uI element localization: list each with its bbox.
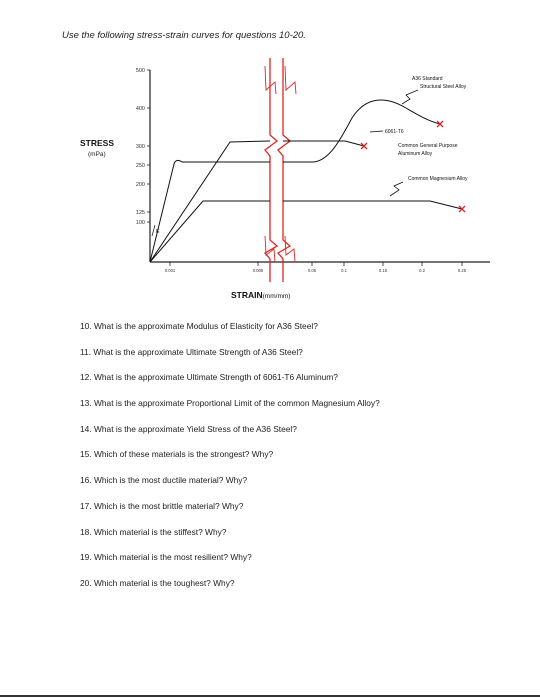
series-label-a36: Structural Steel Alloy xyxy=(420,84,467,90)
question-item: 17. Which is the most brittle material? … xyxy=(80,500,244,511)
y-tick-label: 125 xyxy=(136,210,145,216)
y-tick-label: 200 xyxy=(136,182,145,188)
y-axis-label: STRESS xyxy=(80,138,114,148)
x-tick-label: 0.001 xyxy=(165,268,176,273)
question-item: 18. Which material is the stiffest? Why? xyxy=(80,526,227,537)
axis-break-bottom-zigzag xyxy=(264,235,276,263)
x-tick-label: 0.25 xyxy=(458,268,467,273)
x-tick-label: 0.1 xyxy=(341,268,347,273)
modulus-label: E xyxy=(156,229,160,235)
question-list: 10. What is the approximate Modulus of E… xyxy=(80,320,380,603)
question-item: 16. Which is the most ductile material? … xyxy=(80,475,248,486)
x-axis-label-unit: (mm/mm) xyxy=(263,293,291,300)
x-axis-label: STRAIN(mm/mm) xyxy=(231,290,290,300)
leader-6061 xyxy=(369,130,384,133)
x-axis-label-main: STRAIN xyxy=(231,290,263,300)
stress-strain-chart: 500 400 300 250 200 125 100 STRESS (mPa)… xyxy=(80,58,490,300)
series-label-a36: A36 Standard xyxy=(412,76,443,82)
x-tick-marks xyxy=(169,262,463,266)
instruction-text: Use the following stress-strain curves f… xyxy=(62,30,306,41)
series-line-a36-steel xyxy=(149,99,441,263)
page-bottom-rule xyxy=(0,695,540,697)
leader-a36 xyxy=(401,89,419,105)
y-tick-label: 400 xyxy=(136,106,145,112)
y-tick-label: 300 xyxy=(136,144,145,150)
axis-break-top-zigzag xyxy=(264,65,277,95)
axis-break-top-zigzag xyxy=(284,65,297,95)
axis-break-left xyxy=(264,58,279,282)
series-line-6061-aluminum xyxy=(149,140,365,263)
modulus-angle-marker xyxy=(151,224,156,237)
x-tick-label: 0.005 xyxy=(253,268,264,273)
x-tick-label: 0.15 xyxy=(379,268,388,273)
series-label-magnesium: Common Magnesium Alloy xyxy=(408,176,468,182)
question-item: 19. Which material is the most resilient… xyxy=(80,552,252,563)
question-item: 13. What is the approximate Proportional… xyxy=(80,398,380,409)
question-item: 20. Which material is the toughest? Why? xyxy=(80,577,235,588)
x-tick-label: 0.05 xyxy=(308,268,317,273)
question-item: 11. What is the approximate Ultimate Str… xyxy=(80,346,303,357)
question-item: 10. What is the approximate Modulus of E… xyxy=(80,321,318,331)
series-label-6061: Aluminum Alloy xyxy=(398,151,433,157)
series-line-magnesium xyxy=(149,200,463,263)
question-item: 12. What is the approximate Ultimate Str… xyxy=(80,372,338,383)
series-label-6061: 6061-T6 xyxy=(385,129,404,135)
fracture-marker-magnesium xyxy=(458,205,466,213)
x-tick-label: 0.2 xyxy=(419,268,425,273)
fracture-marker-a36 xyxy=(436,120,444,128)
y-tick-marks xyxy=(147,69,150,223)
question-item: 14. What is the approximate Yield Stress… xyxy=(80,423,297,434)
y-axis-unit: (mPa) xyxy=(88,151,106,158)
axis-break-right xyxy=(277,58,292,282)
leader-magnesium xyxy=(389,181,404,197)
question-item: 15. Which of these materials is the stro… xyxy=(80,449,274,460)
y-tick-label: 100 xyxy=(136,220,145,226)
y-tick-label: 500 xyxy=(136,68,145,74)
axis-break-bottom-zigzag xyxy=(284,235,296,263)
y-tick-label: 250 xyxy=(136,163,145,169)
series-label-6061: Common General Purpose xyxy=(398,143,458,149)
fracture-marker-6061 xyxy=(360,142,368,150)
